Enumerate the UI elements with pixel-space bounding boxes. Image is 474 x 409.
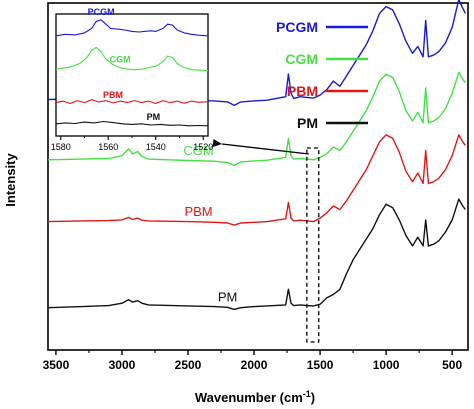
inset-series-label-pm: PM xyxy=(147,112,161,122)
x-tick-label-3500: 3500 xyxy=(43,358,70,372)
inset-series-line-pcgm xyxy=(55,19,209,37)
series-line-cgm xyxy=(47,71,466,167)
inset-series-line-pbm xyxy=(55,99,209,105)
main-x-axis-ticks: 3500 3000 2500 2000 1500 1000 500 xyxy=(43,350,462,372)
y-axis-label: Intensity xyxy=(3,153,18,207)
series-label-cgm: CGM xyxy=(183,143,213,158)
inset-series-label-pcgm: PCGM xyxy=(88,7,115,17)
x-tick-label-1000: 1000 xyxy=(373,358,400,372)
inset-series-line-pm xyxy=(55,120,209,127)
inset-plot-frame xyxy=(55,13,209,137)
x-axis-label-superscript: -1 xyxy=(303,389,311,399)
inset-chart: 1580 1560 1540 1520 PCGM CGM PBM PM xyxy=(51,7,214,152)
inset-x-tick-label-1520: 1520 xyxy=(193,142,213,152)
inset-x-axis-ticks: 1580 1560 1540 1520 xyxy=(51,136,213,152)
inset-x-tick-label-1540: 1540 xyxy=(146,142,166,152)
x-axis-label-close: ) xyxy=(311,390,315,405)
main-plot-frame xyxy=(47,2,469,351)
x-axis-label-text: Wavenumber (cm xyxy=(195,390,303,405)
series-label-pm: PM xyxy=(218,289,238,304)
x-tick-label-1500: 1500 xyxy=(307,358,334,372)
inset-pointer-arrowhead xyxy=(212,138,222,147)
inset-series-label-pbm: PBM xyxy=(103,90,123,100)
series-line-pm xyxy=(47,198,466,311)
legend-label-pbm: PBM xyxy=(287,83,318,99)
inset-x-tick-label-1580: 1580 xyxy=(51,142,71,152)
legend-label-pcgm: PCGM xyxy=(276,19,318,35)
x-tick-label-2000: 2000 xyxy=(241,358,268,372)
x-tick-label-2500: 2500 xyxy=(175,358,202,372)
inset-series-line-cgm xyxy=(55,46,209,72)
inset-series-label-cgm: CGM xyxy=(110,55,131,65)
x-axis-label: Wavenumber (cm-1) xyxy=(195,389,315,405)
x-tick-label-500: 500 xyxy=(442,358,462,372)
series-line-pbm xyxy=(47,134,466,226)
inset-x-tick-label-1560: 1560 xyxy=(98,142,118,152)
inset-series-group xyxy=(55,19,209,127)
series-label-pbm: PBM xyxy=(184,204,212,219)
legend-label-cgm: CGM xyxy=(285,51,318,67)
legend: PCGM CGM PBM PM xyxy=(276,19,368,131)
x-tick-label-3000: 3000 xyxy=(109,358,136,372)
inset-pointer-arrow xyxy=(221,143,309,155)
highlight-region-box xyxy=(306,147,320,343)
inset-series-labels: PCGM CGM PBM PM xyxy=(88,7,161,122)
legend-label-pm: PM xyxy=(297,115,318,131)
